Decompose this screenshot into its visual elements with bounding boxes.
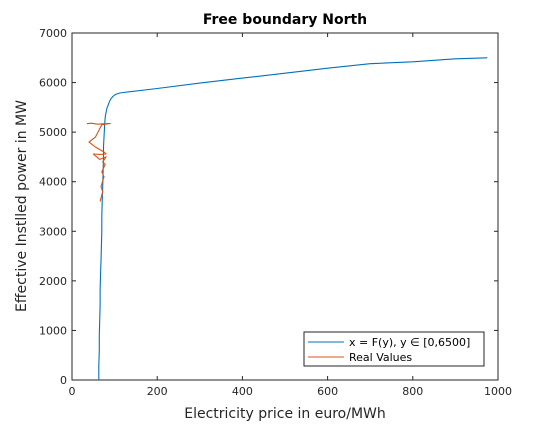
- series-line-1: [86, 122, 111, 202]
- legend-box: [303, 331, 485, 367]
- x-axis-label: Electricity price in euro/MWh: [184, 406, 386, 422]
- x-tick-label: 400: [232, 385, 253, 398]
- plot-area: [71, 32, 499, 381]
- legend: x = F(y), y ∈ [0,6500] Real Values: [303, 331, 485, 367]
- x-tick-label: 1000: [484, 385, 512, 398]
- x-tick-label: 200: [147, 385, 168, 398]
- y-tick-label: 7000: [39, 27, 67, 40]
- y-tick-label: 6000: [39, 77, 67, 90]
- y-axis-label: Effective Instlled power in MW: [14, 100, 30, 312]
- y-tick-label: 0: [60, 374, 67, 387]
- legend-label-0: x = F(y), y ∈ [0,6500]: [349, 336, 470, 349]
- x-tick-label: 800: [402, 385, 423, 398]
- series-line-0: [98, 57, 488, 380]
- x-axis-ticks: 0 200 400 600 800 1000: [69, 33, 512, 398]
- y-tick-label: 2000: [39, 275, 67, 288]
- legend-label-1: Real Values: [349, 351, 412, 364]
- y-tick-label: 4000: [39, 176, 67, 189]
- y-tick-label: 5000: [39, 126, 67, 139]
- plot-frame: [71, 32, 499, 381]
- y-tick-label: 3000: [39, 225, 67, 238]
- x-tick-label: 0: [69, 385, 76, 398]
- chart-title: Free boundary North: [203, 12, 367, 28]
- y-tick-label: 1000: [39, 324, 67, 337]
- x-tick-label: 600: [317, 385, 338, 398]
- y-axis-ticks: 0 1000 2000 3000 4000 5000 6000 7000: [39, 27, 498, 387]
- series-layer: [86, 57, 488, 380]
